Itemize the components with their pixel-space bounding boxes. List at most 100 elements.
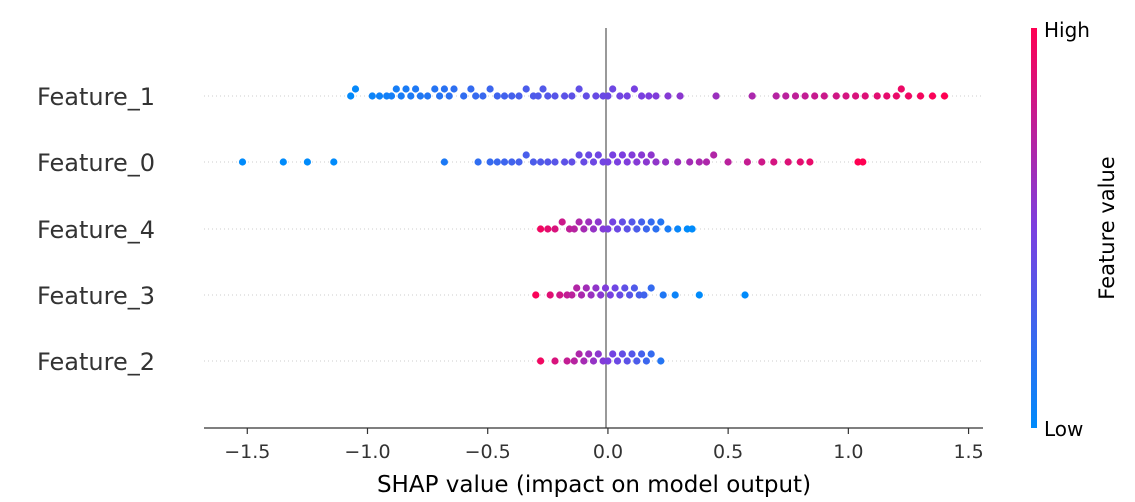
data-point <box>561 92 569 100</box>
x-tick-label: 0.5 <box>713 441 743 463</box>
data-point <box>375 92 384 100</box>
data-point <box>647 284 655 292</box>
data-point <box>597 291 605 299</box>
data-point <box>551 158 559 166</box>
colorbar-title: Feature value <box>1095 156 1119 299</box>
data-point <box>652 158 660 166</box>
data-point <box>892 92 901 100</box>
data-point <box>563 357 571 365</box>
data-point <box>594 151 602 159</box>
colorbar-high-label: High <box>1044 18 1090 42</box>
data-point <box>859 158 867 166</box>
data-point <box>589 158 598 166</box>
data-point <box>676 92 684 100</box>
data-point <box>618 218 627 226</box>
data-point <box>486 85 494 93</box>
data-point <box>652 225 660 233</box>
data-point <box>633 357 641 365</box>
data-point <box>645 92 653 100</box>
data-point <box>537 357 545 365</box>
data-point <box>628 151 636 159</box>
data-point <box>861 92 869 100</box>
data-point <box>832 92 840 100</box>
data-point <box>642 357 651 365</box>
data-point <box>659 291 667 299</box>
data-point <box>873 92 881 100</box>
data-point <box>587 291 595 299</box>
data-point <box>623 357 631 365</box>
data-point <box>842 92 850 100</box>
data-point <box>638 92 646 100</box>
data-point <box>532 291 540 299</box>
data-point <box>618 151 627 159</box>
data-point <box>582 92 590 100</box>
data-point <box>662 158 670 166</box>
data-point <box>621 284 629 292</box>
data-point <box>743 158 752 166</box>
data-point <box>580 158 588 166</box>
data-point <box>630 284 639 292</box>
data-point <box>500 92 509 100</box>
data-point <box>575 350 583 358</box>
data-point <box>638 350 646 358</box>
data-point <box>695 158 703 166</box>
data-point <box>387 92 396 100</box>
data-point <box>575 151 583 159</box>
feature-labels: Feature_1 Feature_0 Feature_4 Feature_3 Feat… <box>37 83 155 376</box>
data-point <box>613 225 622 233</box>
data-point <box>748 92 756 100</box>
data-point <box>472 92 480 100</box>
feature-label: Feature_2 <box>37 348 155 376</box>
data-point <box>638 218 646 226</box>
data-point <box>368 92 376 100</box>
x-tick-label: −0.5 <box>465 441 511 463</box>
data-point <box>412 85 420 93</box>
data-point <box>657 357 665 365</box>
data-point <box>594 350 602 358</box>
data-point <box>573 284 581 292</box>
data-point <box>397 92 405 100</box>
data-point <box>770 158 778 166</box>
data-point <box>594 218 602 226</box>
data-point <box>688 225 696 233</box>
data-point <box>623 158 631 166</box>
data-point <box>664 225 672 233</box>
data-point <box>671 291 679 299</box>
data-point <box>616 291 624 299</box>
data-point <box>758 158 766 166</box>
data-point <box>628 218 636 226</box>
data-point <box>695 291 703 299</box>
data-point <box>674 158 682 166</box>
data-point <box>450 85 458 93</box>
data-point <box>633 225 641 233</box>
data-point <box>904 92 913 100</box>
data-point <box>616 92 624 100</box>
data-point <box>618 350 627 358</box>
feature-label: Feature_4 <box>37 216 155 244</box>
data-point <box>772 92 780 100</box>
data-point <box>642 158 651 166</box>
data-point <box>546 291 554 299</box>
x-axis-ticks: −1.5 −1.0 −0.5 0.0 0.5 1.0 1.5 <box>224 428 984 463</box>
x-tick-label: −1.0 <box>344 441 390 463</box>
data-point <box>330 158 338 166</box>
colorbar <box>1031 28 1037 428</box>
data-point <box>440 85 448 93</box>
data-point <box>741 291 749 299</box>
data-point <box>638 151 646 159</box>
data-point <box>436 92 444 100</box>
data-point <box>493 158 501 166</box>
data-point <box>811 92 819 100</box>
data-point <box>686 158 694 166</box>
data-point <box>445 92 453 100</box>
data-point <box>604 92 612 100</box>
data-point <box>633 158 641 166</box>
data-point <box>589 357 598 365</box>
data-point <box>712 92 720 100</box>
data-point <box>508 92 516 100</box>
x-tick-label: 0.0 <box>593 441 623 463</box>
data-point <box>568 92 576 100</box>
x-tick-label: −1.5 <box>224 441 270 463</box>
data-point <box>515 92 523 100</box>
data-point <box>575 85 583 93</box>
